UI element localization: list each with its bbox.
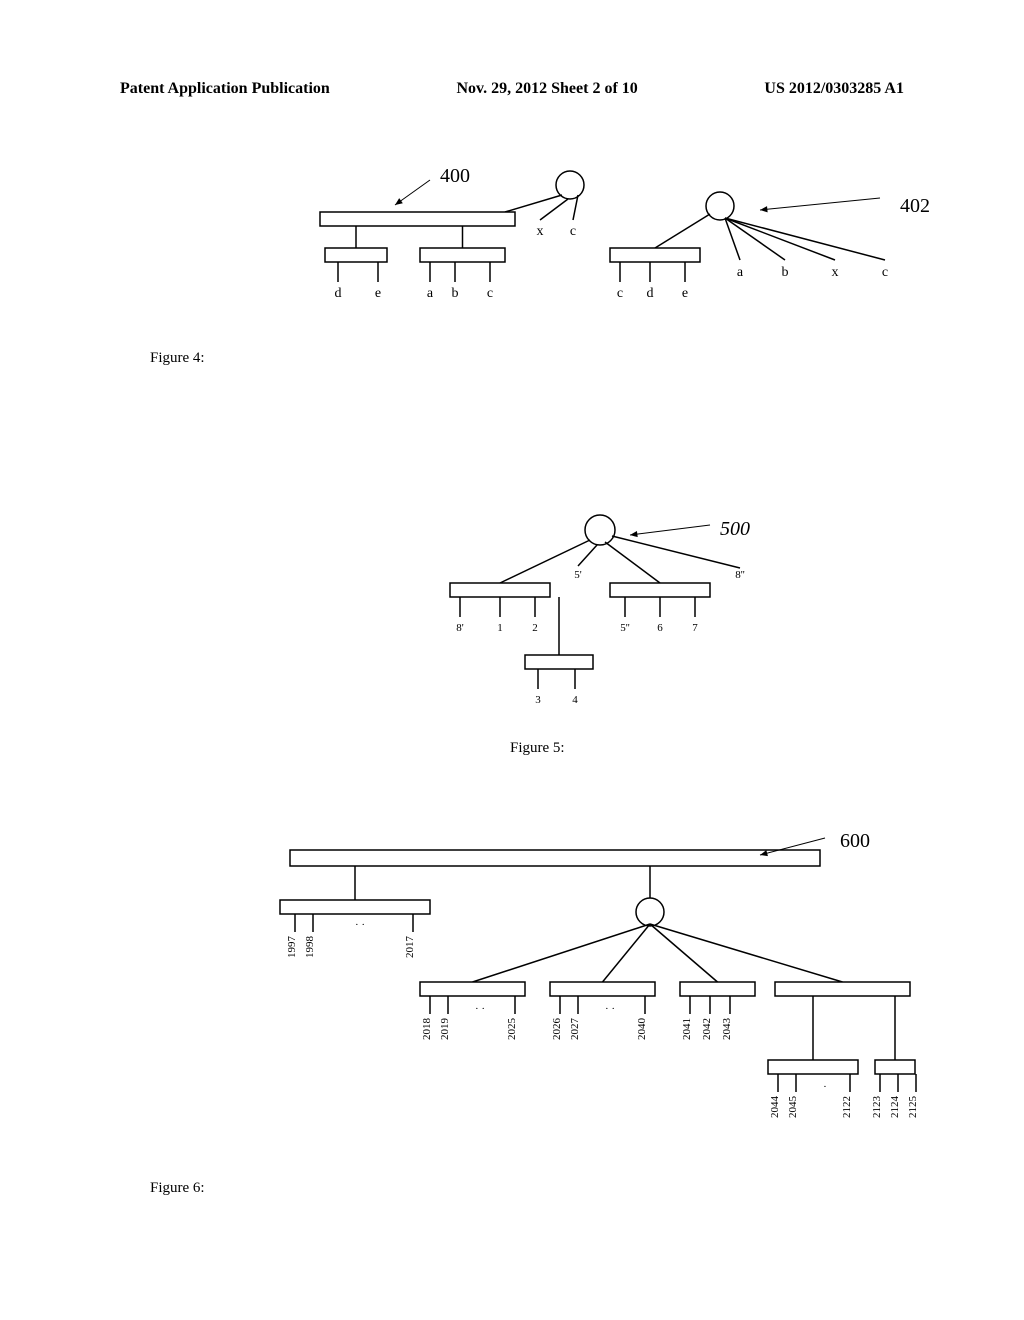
svg-text:a: a [737,265,744,280]
svg-text:2042: 2042 [701,1018,713,1040]
svg-text:b: b [452,286,459,301]
svg-text:2122: 2122 [841,1096,853,1118]
svg-text:4: 4 [572,694,578,706]
svg-text:c: c [617,286,623,301]
svg-text:a: a [427,286,434,301]
svg-text:c: c [570,224,576,239]
fig4-caption: Figure 4: [150,350,205,367]
svg-text:7: 7 [692,622,698,634]
svg-text:1998: 1998 [304,936,316,959]
svg-text:x: x [832,265,839,280]
svg-text:2123: 2123 [871,1096,883,1119]
svg-text:· ·: · · [475,1003,485,1015]
fig4-ref-400: 400 [440,165,470,188]
svg-text:2043: 2043 [721,1018,733,1041]
svg-text:2: 2 [532,622,538,634]
svg-text:1997: 1997 [286,936,298,959]
svg-text:8'': 8'' [735,569,744,581]
svg-text:2019: 2019 [439,1018,451,1041]
fig5-caption: Figure 5: [510,740,565,757]
figure-4-diagram: x c d e a b c a b x c c d e [120,150,920,330]
svg-text:e: e [375,286,381,301]
svg-text:1: 1 [497,622,503,634]
svg-text:·: · [823,1081,827,1093]
svg-text:2027: 2027 [569,1018,581,1041]
svg-text:d: d [335,286,342,301]
svg-text:8': 8' [456,622,464,634]
svg-text:e: e [682,286,688,301]
fig4-ref-402: 402 [900,195,930,218]
svg-text:2017: 2017 [404,936,416,959]
svg-text:3: 3 [535,694,541,706]
figure-6-diagram: 1997 1998 2017 · · 2018 2019 2025 · · 2026 2027 20… [120,810,940,1170]
fig5-ref-500: 500 [720,518,750,541]
svg-text:· ·: · · [355,919,365,931]
fig6-ref-600: 600 [840,830,870,853]
svg-text:6: 6 [657,622,663,634]
svg-text:5'': 5'' [620,622,629,634]
svg-text:2044: 2044 [769,1096,781,1119]
fig6-caption: Figure 6: [150,1180,205,1197]
svg-text:2125: 2125 [907,1096,919,1119]
svg-text:2045: 2045 [787,1096,799,1119]
figure-5-diagram: 5' 8'' 8' 1 2 5'' 6 7 3 4 [120,500,920,730]
svg-text:c: c [882,265,888,280]
svg-text:b: b [782,265,789,280]
svg-text:2026: 2026 [551,1018,563,1041]
page-header: Patent Application Publication Nov. 29, … [0,0,1024,108]
svg-text:2040: 2040 [636,1018,648,1041]
svg-text:d: d [647,286,654,301]
svg-text:c: c [487,286,493,301]
svg-text:x: x [537,224,544,239]
header-left: Patent Application Publication [120,80,330,98]
svg-text:2018: 2018 [421,1018,433,1041]
svg-text:5': 5' [574,569,582,581]
svg-text:2041: 2041 [681,1018,693,1040]
svg-text:2124: 2124 [889,1096,901,1119]
svg-text:· ·: · · [605,1003,615,1015]
svg-text:2025: 2025 [506,1018,518,1041]
header-center: Nov. 29, 2012 Sheet 2 of 10 [456,80,637,98]
header-right: US 2012/0303285 A1 [764,80,904,98]
